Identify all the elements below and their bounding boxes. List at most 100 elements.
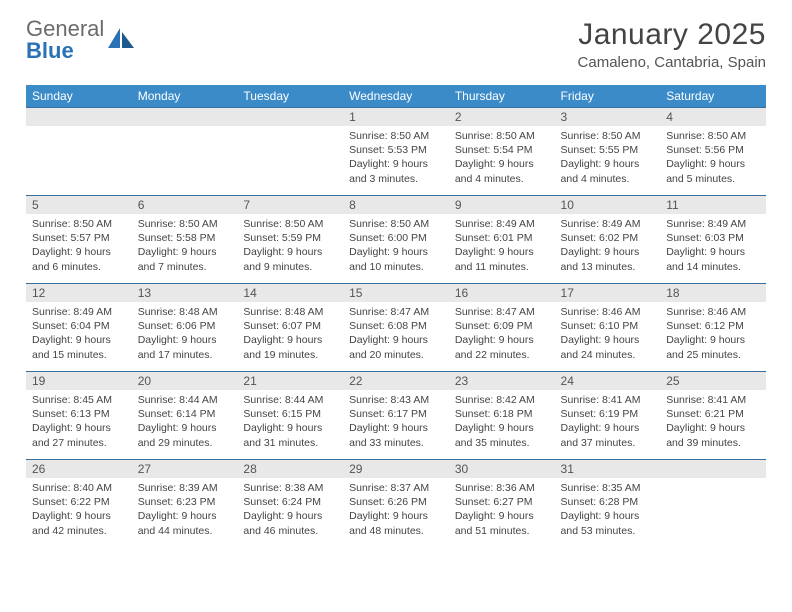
- sunrise-text: Sunrise: 8:47 AM: [349, 305, 443, 319]
- page: General Blue January 2025 Camaleno, Cant…: [0, 0, 792, 566]
- calendar-cell: 3 Sunrise: 8:50 AMSunset: 5:55 PMDaylight…: [555, 108, 661, 196]
- daylight-text: Daylight: 9 hours and 5 minutes.: [666, 157, 760, 185]
- day-number: 9: [455, 198, 462, 212]
- month-title: January 2025: [578, 18, 766, 52]
- calendar-row: 5Sunrise: 8:50 AMSunset: 5:57 PMDaylight…: [26, 196, 766, 284]
- day-number: 1: [349, 110, 356, 124]
- sunrise-text: Sunrise: 8:49 AM: [455, 217, 549, 231]
- sunrise-text: Sunrise: 8:50 AM: [349, 129, 443, 143]
- sunset-text: Sunset: 5:58 PM: [138, 231, 232, 245]
- day-header-row: SundayMondayTuesdayWednesdayThursdayFrid…: [26, 85, 766, 108]
- calendar-cell: 1 Sunrise: 8:50 AMSunset: 5:53 PMDaylight…: [343, 108, 449, 196]
- day-number: 6: [138, 198, 145, 212]
- sunrise-text: Sunrise: 8:38 AM: [243, 481, 337, 495]
- calendar-cell: 17Sunrise: 8:46 AMSunset: 6:10 PMDayligh…: [555, 284, 661, 372]
- cell-details: Sunrise: 8:39 AMSunset: 6:23 PMDaylight:…: [132, 478, 238, 538]
- brand-sail-icon: [108, 28, 134, 48]
- calendar-cell: 8 Sunrise: 8:50 AMSunset: 6:00 PMDaylight…: [343, 196, 449, 284]
- daylight-text: Daylight: 9 hours and 6 minutes.: [32, 245, 126, 273]
- sunset-text: Sunset: 5:53 PM: [349, 143, 443, 157]
- sunrise-text: Sunrise: 8:45 AM: [32, 393, 126, 407]
- sunrise-text: Sunrise: 8:49 AM: [561, 217, 655, 231]
- day-number: 23: [455, 374, 468, 388]
- day-number: 28: [243, 462, 256, 476]
- calendar-row: 12Sunrise: 8:49 AMSunset: 6:04 PMDayligh…: [26, 284, 766, 372]
- cell-details: Sunrise: 8:40 AMSunset: 6:22 PMDaylight:…: [26, 478, 132, 538]
- sunset-text: Sunset: 6:09 PM: [455, 319, 549, 333]
- calendar-cell: 25Sunrise: 8:41 AMSunset: 6:21 PMDayligh…: [660, 372, 766, 460]
- daylight-text: Daylight: 9 hours and 25 minutes.: [666, 333, 760, 361]
- day-header: Sunday: [26, 85, 132, 108]
- calendar-cell: 26Sunrise: 8:40 AMSunset: 6:22 PMDayligh…: [26, 460, 132, 548]
- cell-details: Sunrise: 8:48 AMSunset: 6:06 PMDaylight:…: [132, 302, 238, 362]
- cell-details: Sunrise: 8:49 AMSunset: 6:03 PMDaylight:…: [660, 214, 766, 274]
- sunrise-text: Sunrise: 8:50 AM: [138, 217, 232, 231]
- day-number: 15: [349, 286, 362, 300]
- brand-word2: Blue: [26, 38, 74, 63]
- day-number: 3: [561, 110, 568, 124]
- sunset-text: Sunset: 6:00 PM: [349, 231, 443, 245]
- day-header: Saturday: [660, 85, 766, 108]
- day-number: 16: [455, 286, 468, 300]
- calendar-cell: 12Sunrise: 8:49 AMSunset: 6:04 PMDayligh…: [26, 284, 132, 372]
- day-header: Wednesday: [343, 85, 449, 108]
- sunset-text: Sunset: 6:22 PM: [32, 495, 126, 509]
- sunset-text: Sunset: 6:28 PM: [561, 495, 655, 509]
- cell-details: Sunrise: 8:49 AMSunset: 6:02 PMDaylight:…: [555, 214, 661, 274]
- cell-details: Sunrise: 8:50 AMSunset: 5:55 PMDaylight:…: [555, 126, 661, 186]
- day-number: 25: [666, 374, 679, 388]
- sunrise-text: Sunrise: 8:46 AM: [561, 305, 655, 319]
- daylight-text: Daylight: 9 hours and 51 minutes.: [455, 509, 549, 537]
- sunset-text: Sunset: 6:24 PM: [243, 495, 337, 509]
- calendar-cell: [237, 108, 343, 196]
- day-header: Monday: [132, 85, 238, 108]
- day-number: 17: [561, 286, 574, 300]
- cell-details: Sunrise: 8:49 AMSunset: 6:01 PMDaylight:…: [449, 214, 555, 274]
- daylight-text: Daylight: 9 hours and 33 minutes.: [349, 421, 443, 449]
- cell-details: Sunrise: 8:42 AMSunset: 6:18 PMDaylight:…: [449, 390, 555, 450]
- day-number: 19: [32, 374, 45, 388]
- sunset-text: Sunset: 6:13 PM: [32, 407, 126, 421]
- calendar-cell: 23 Sunrise: 8:42 AMSunset: 6:18 PMDayligh…: [449, 372, 555, 460]
- calendar-row: 26Sunrise: 8:40 AMSunset: 6:22 PMDayligh…: [26, 460, 766, 548]
- calendar-cell: 11Sunrise: 8:49 AMSunset: 6:03 PMDayligh…: [660, 196, 766, 284]
- day-number: 24: [561, 374, 574, 388]
- daylight-text: Daylight: 9 hours and 3 minutes.: [349, 157, 443, 185]
- cell-details: Sunrise: 8:46 AMSunset: 6:12 PMDaylight:…: [660, 302, 766, 362]
- daylight-text: Daylight: 9 hours and 24 minutes.: [561, 333, 655, 361]
- daylight-text: Daylight: 9 hours and 13 minutes.: [561, 245, 655, 273]
- title-block: January 2025 Camaleno, Cantabria, Spain: [578, 18, 766, 71]
- sunset-text: Sunset: 6:12 PM: [666, 319, 760, 333]
- sunset-text: Sunset: 6:07 PM: [243, 319, 337, 333]
- header: General Blue January 2025 Camaleno, Cant…: [26, 18, 766, 71]
- daylight-text: Daylight: 9 hours and 14 minutes.: [666, 245, 760, 273]
- location: Camaleno, Cantabria, Spain: [578, 54, 766, 71]
- daylight-text: Daylight: 9 hours and 4 minutes.: [455, 157, 549, 185]
- day-number: 13: [138, 286, 151, 300]
- sunrise-text: Sunrise: 8:48 AM: [243, 305, 337, 319]
- sunset-text: Sunset: 6:27 PM: [455, 495, 549, 509]
- calendar-cell: 16Sunrise: 8:47 AMSunset: 6:09 PMDayligh…: [449, 284, 555, 372]
- calendar-cell: 19Sunrise: 8:45 AMSunset: 6:13 PMDayligh…: [26, 372, 132, 460]
- cell-details: Sunrise: 8:44 AMSunset: 6:15 PMDaylight:…: [237, 390, 343, 450]
- daylight-text: Daylight: 9 hours and 42 minutes.: [32, 509, 126, 537]
- sunrise-text: Sunrise: 8:50 AM: [32, 217, 126, 231]
- sunset-text: Sunset: 6:03 PM: [666, 231, 760, 245]
- cell-details: Sunrise: 8:50 AMSunset: 6:00 PMDaylight:…: [343, 214, 449, 274]
- sunrise-text: Sunrise: 8:43 AM: [349, 393, 443, 407]
- day-number: 27: [138, 462, 151, 476]
- cell-details: Sunrise: 8:44 AMSunset: 6:14 PMDaylight:…: [132, 390, 238, 450]
- sunrise-text: Sunrise: 8:48 AM: [138, 305, 232, 319]
- cell-details: Sunrise: 8:50 AMSunset: 5:59 PMDaylight:…: [237, 214, 343, 274]
- sunrise-text: Sunrise: 8:44 AM: [138, 393, 232, 407]
- sunrise-text: Sunrise: 8:50 AM: [455, 129, 549, 143]
- cell-details: Sunrise: 8:43 AMSunset: 6:17 PMDaylight:…: [343, 390, 449, 450]
- sunset-text: Sunset: 6:04 PM: [32, 319, 126, 333]
- day-number: 29: [349, 462, 362, 476]
- sunset-text: Sunset: 6:21 PM: [666, 407, 760, 421]
- day-number: 8: [349, 198, 356, 212]
- cell-details: Sunrise: 8:38 AMSunset: 6:24 PMDaylight:…: [237, 478, 343, 538]
- calendar-cell: 21Sunrise: 8:44 AMSunset: 6:15 PMDayligh…: [237, 372, 343, 460]
- day-number: 31: [561, 462, 574, 476]
- sunrise-text: Sunrise: 8:50 AM: [666, 129, 760, 143]
